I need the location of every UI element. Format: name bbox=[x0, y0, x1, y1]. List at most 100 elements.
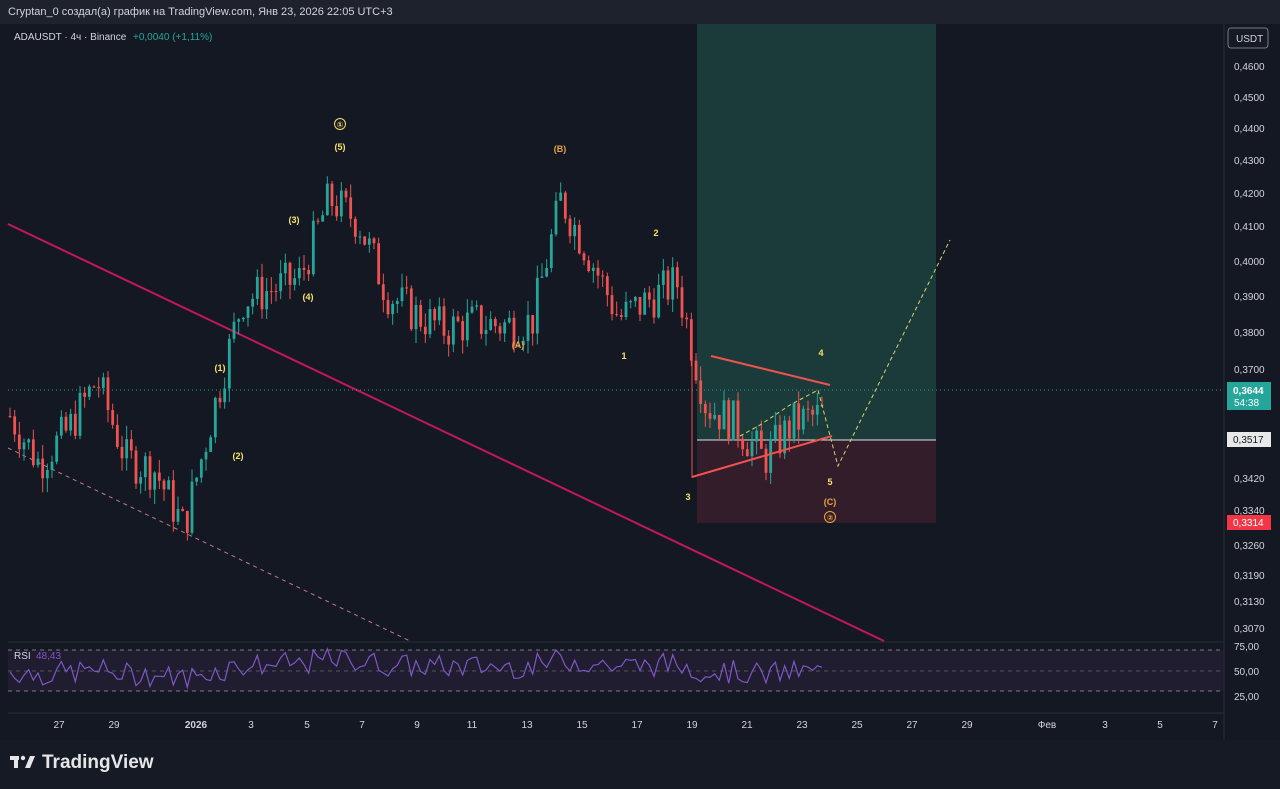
candle-body[interactable] bbox=[666, 270, 670, 300]
candle-body[interactable] bbox=[73, 413, 77, 436]
candle-body[interactable] bbox=[456, 316, 460, 322]
wave-label-3-paren[interactable]: (3) bbox=[289, 215, 300, 225]
candle-body[interactable] bbox=[680, 287, 684, 318]
candle-body[interactable] bbox=[582, 253, 586, 261]
candle-body[interactable] bbox=[619, 315, 623, 318]
candle-body[interactable] bbox=[69, 413, 73, 431]
candle-body[interactable] bbox=[246, 306, 250, 318]
candle-body[interactable] bbox=[479, 305, 483, 334]
candle-body[interactable] bbox=[218, 397, 222, 403]
candle-body[interactable] bbox=[316, 220, 320, 222]
candle-body[interactable] bbox=[405, 287, 409, 289]
wave-label-2-paren[interactable]: (2) bbox=[233, 451, 244, 461]
candle-body[interactable] bbox=[699, 380, 703, 404]
candle-body[interactable] bbox=[442, 306, 446, 336]
candle-body[interactable] bbox=[279, 273, 283, 292]
candle-body[interactable] bbox=[563, 192, 567, 219]
candle-body[interactable] bbox=[223, 388, 227, 403]
candle-body[interactable] bbox=[685, 317, 689, 320]
candle-body[interactable] bbox=[167, 480, 171, 490]
symbol-legend[interactable]: ADAUSDT · 4ч · Binance bbox=[14, 32, 127, 43]
candle-body[interactable] bbox=[381, 284, 385, 301]
candle-body[interactable] bbox=[624, 301, 628, 318]
triangle-upper-line[interactable] bbox=[710, 355, 831, 386]
candle-body[interactable] bbox=[792, 403, 796, 439]
candle-body[interactable] bbox=[703, 403, 707, 414]
candle-body[interactable] bbox=[22, 442, 26, 450]
candle-body[interactable] bbox=[484, 330, 488, 334]
candle-body[interactable] bbox=[587, 260, 591, 272]
candle-body[interactable] bbox=[713, 414, 717, 419]
wave-label-5-paren[interactable]: (5) bbox=[335, 142, 346, 152]
candle-body[interactable] bbox=[638, 296, 642, 315]
candle-body[interactable] bbox=[647, 292, 651, 300]
candle-body[interactable] bbox=[708, 413, 712, 419]
candle-body[interactable] bbox=[83, 392, 87, 397]
candle-body[interactable] bbox=[764, 448, 768, 473]
candle-body[interactable] bbox=[36, 458, 40, 466]
wave-label-major-1[interactable]: ① bbox=[337, 121, 344, 130]
candle-body[interactable] bbox=[41, 458, 45, 479]
candle-body[interactable] bbox=[13, 416, 17, 435]
candle-body[interactable] bbox=[521, 340, 525, 346]
candle-body[interactable] bbox=[213, 397, 217, 438]
candle-body[interactable] bbox=[498, 326, 502, 334]
candle-body[interactable] bbox=[512, 317, 516, 346]
candle-body[interactable] bbox=[545, 268, 549, 277]
candle-body[interactable] bbox=[815, 405, 819, 415]
candle-body[interactable] bbox=[671, 267, 675, 300]
candle-body[interactable] bbox=[227, 338, 231, 389]
candle-body[interactable] bbox=[475, 305, 479, 307]
candle-body[interactable] bbox=[731, 400, 735, 441]
candle-body[interactable] bbox=[797, 403, 801, 430]
candle-body[interactable] bbox=[409, 288, 413, 330]
candle-body[interactable] bbox=[461, 321, 465, 341]
candle-body[interactable] bbox=[447, 335, 451, 345]
candle-body[interactable] bbox=[50, 461, 54, 470]
candle-body[interactable] bbox=[162, 480, 166, 490]
candle-body[interactable] bbox=[335, 206, 339, 217]
candle-body[interactable] bbox=[615, 314, 619, 316]
candle-body[interactable] bbox=[372, 238, 376, 244]
candle-body[interactable] bbox=[517, 345, 521, 347]
candle-body[interactable] bbox=[353, 218, 357, 237]
candle-body[interactable] bbox=[251, 298, 255, 307]
candle-body[interactable] bbox=[97, 387, 101, 389]
candle-body[interactable] bbox=[629, 301, 633, 303]
candle-body[interactable] bbox=[433, 309, 437, 321]
candle-body[interactable] bbox=[750, 441, 754, 457]
candle-body[interactable] bbox=[540, 276, 544, 278]
candle-body[interactable] bbox=[531, 315, 535, 334]
descending-trendline[interactable] bbox=[7, 223, 885, 642]
candle-body[interactable] bbox=[489, 319, 493, 331]
wave-label-major-2[interactable]: ② bbox=[827, 514, 834, 523]
wave-labels[interactable]: ① (5) (3) (4) (1) (2) (B) (A) 2 1 3 4 5 … bbox=[215, 118, 837, 523]
candle-body[interactable] bbox=[363, 236, 367, 245]
candle-body[interactable] bbox=[493, 319, 497, 327]
tradingview-logo[interactable]: TradingView bbox=[10, 752, 154, 774]
candle-body[interactable] bbox=[773, 424, 777, 440]
candle-body[interactable] bbox=[265, 291, 269, 310]
candle-body[interactable] bbox=[428, 309, 432, 335]
candle-body[interactable] bbox=[157, 472, 161, 481]
candle-body[interactable] bbox=[465, 312, 469, 341]
candle-body[interactable] bbox=[325, 183, 329, 216]
currency-button[interactable] bbox=[1227, 27, 1269, 49]
candle-body[interactable] bbox=[419, 304, 423, 327]
candle-body[interactable] bbox=[302, 267, 306, 271]
candle-body[interactable] bbox=[535, 277, 539, 334]
candle-body[interactable] bbox=[209, 437, 213, 452]
candle-body[interactable] bbox=[171, 480, 175, 522]
candle-body[interactable] bbox=[307, 270, 311, 275]
candle-body[interactable] bbox=[153, 472, 157, 490]
candle-body[interactable] bbox=[115, 424, 119, 447]
candle-body[interactable] bbox=[769, 439, 773, 473]
wave-label-1-paren[interactable]: (1) bbox=[215, 363, 226, 373]
candle-body[interactable] bbox=[87, 386, 91, 397]
candle-body[interactable] bbox=[78, 392, 82, 436]
wave-label-b[interactable]: (B) bbox=[554, 144, 567, 154]
candle-body[interactable] bbox=[27, 439, 31, 443]
candle-body[interactable] bbox=[59, 416, 63, 436]
candle-body[interactable] bbox=[293, 278, 297, 285]
candle-body[interactable] bbox=[727, 400, 731, 441]
